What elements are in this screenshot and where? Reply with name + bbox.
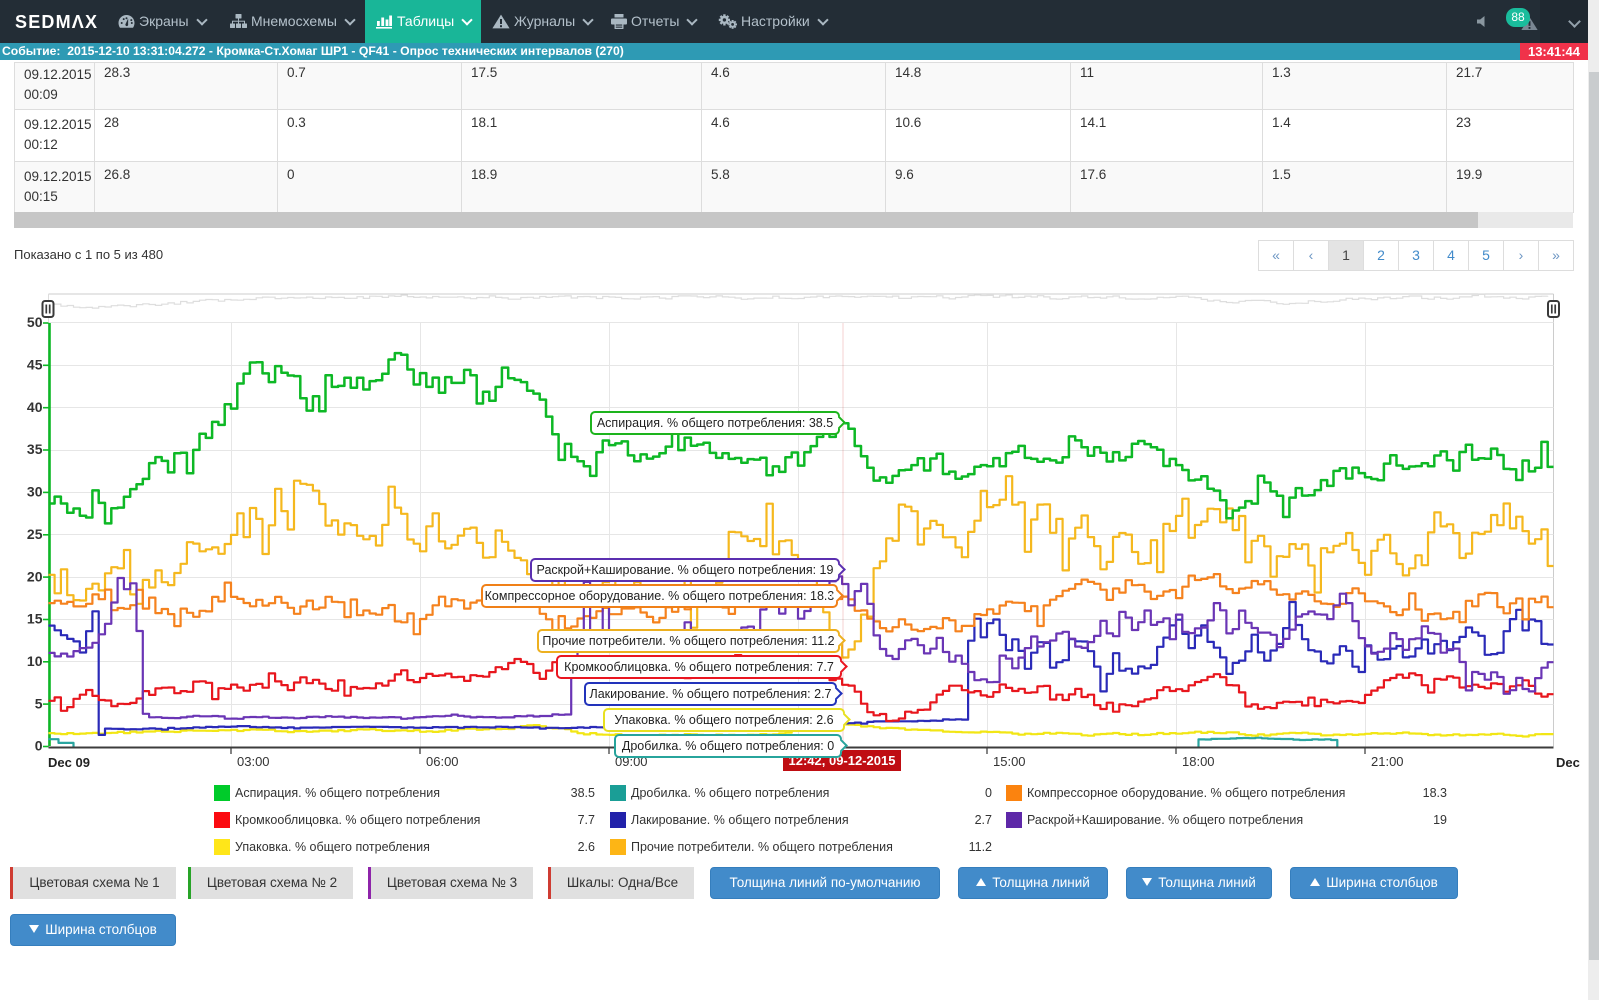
svg-text:15:00: 15:00: [993, 754, 1026, 769]
svg-text:45: 45: [27, 357, 43, 373]
svg-text:25: 25: [27, 526, 43, 542]
svg-text:0: 0: [35, 738, 43, 754]
svg-text:18:00: 18:00: [1182, 754, 1215, 769]
svg-text:Dec 09: Dec 09: [48, 755, 90, 770]
svg-text:35: 35: [27, 441, 43, 457]
svg-text:10: 10: [27, 653, 43, 669]
svg-text:30: 30: [27, 484, 43, 500]
svg-text:20: 20: [27, 568, 43, 584]
svg-text:40: 40: [27, 399, 43, 415]
svg-text:03:00: 03:00: [237, 754, 270, 769]
svg-text:Dec: Dec: [1556, 755, 1580, 770]
svg-text:15: 15: [27, 611, 43, 627]
svg-text:21:00: 21:00: [1371, 754, 1404, 769]
svg-text:5: 5: [35, 695, 43, 711]
svg-text:50: 50: [27, 314, 43, 330]
svg-text:06:00: 06:00: [426, 754, 459, 769]
